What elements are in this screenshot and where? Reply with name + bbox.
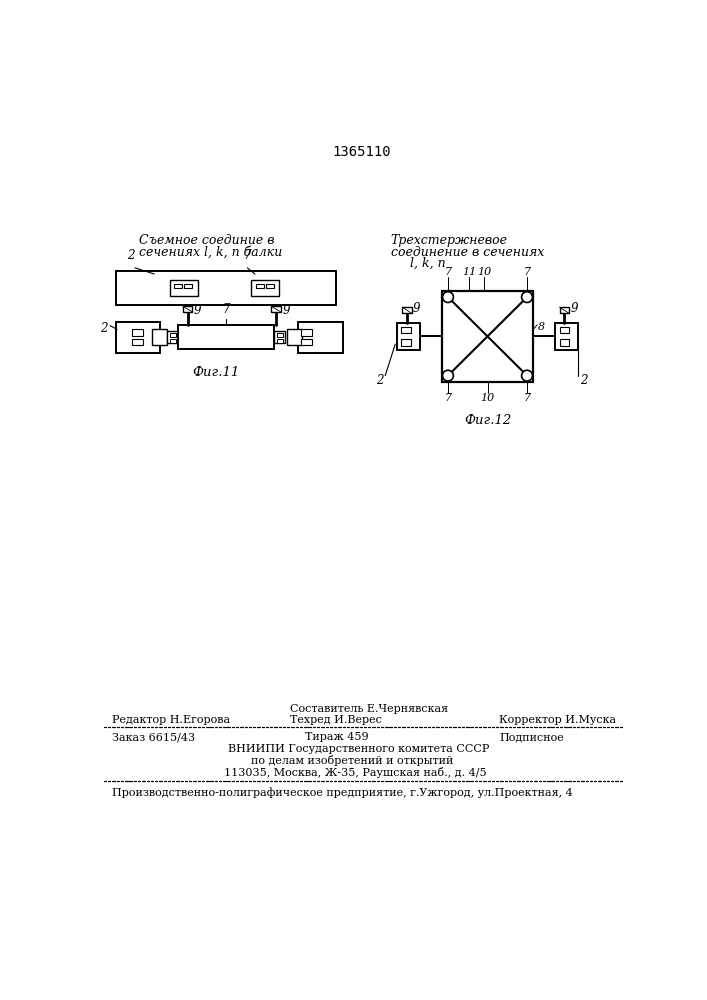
Text: Подписное: Подписное — [499, 732, 564, 742]
Text: соединение в сечениях: соединение в сечениях — [391, 246, 544, 259]
Text: l, k, п: l, k, п — [410, 257, 445, 270]
Text: Корректор И.Муска: Корректор И.Муска — [499, 715, 617, 725]
Circle shape — [443, 292, 453, 302]
Text: 2: 2 — [100, 322, 107, 335]
Text: 2: 2 — [127, 249, 135, 262]
Text: Фиг.11: Фиг.11 — [192, 366, 240, 379]
Text: 7: 7 — [223, 303, 230, 316]
Text: ВНИИПИ Государственного комитета СССР: ВНИИПИ Государственного комитета СССР — [228, 744, 489, 754]
Text: сечениях l, k, п балки: сечениях l, k, п балки — [139, 246, 282, 259]
Text: 7: 7 — [445, 267, 452, 277]
Text: 9: 9 — [194, 304, 201, 317]
Bar — [170, 280, 198, 296]
Bar — [256, 284, 264, 288]
Bar — [300, 329, 312, 336]
Text: 11: 11 — [462, 267, 476, 277]
Text: Производственно-полиграфическое предприятие, г.Ужгород, ул.Проектная, 4: Производственно-полиграфическое предприя… — [112, 787, 573, 798]
Bar — [402, 307, 411, 313]
Bar — [300, 339, 312, 345]
Circle shape — [522, 292, 532, 302]
Bar — [287, 329, 303, 345]
Bar — [402, 339, 411, 346]
Bar — [276, 339, 283, 343]
Bar — [276, 333, 283, 337]
Text: Составитель Е.Чернявская: Составитель Е.Чернявская — [290, 704, 448, 714]
Bar — [168, 331, 178, 343]
Text: 9: 9 — [413, 302, 421, 315]
Circle shape — [522, 370, 532, 381]
Text: 7: 7 — [445, 393, 452, 403]
Circle shape — [443, 370, 453, 381]
Text: Фиг.12: Фиг.12 — [464, 414, 511, 427]
Text: 2: 2 — [580, 374, 588, 387]
Text: Тираж 459: Тираж 459 — [305, 732, 369, 742]
Text: Съемное соединие в: Съемное соединие в — [139, 234, 274, 247]
Text: 10: 10 — [480, 393, 495, 403]
Bar — [115, 322, 160, 353]
Bar — [185, 284, 192, 288]
Bar — [397, 323, 420, 350]
Text: Техред И.Верес: Техред И.Верес — [290, 715, 382, 725]
Text: 113035, Москва, Ж-35, Раушская наб., д. 4/5: 113035, Москва, Ж-35, Раушская наб., д. … — [224, 767, 486, 778]
Text: 10: 10 — [477, 267, 491, 277]
Bar — [266, 284, 274, 288]
Bar — [559, 307, 569, 313]
Bar — [132, 339, 143, 345]
Bar — [442, 291, 533, 382]
Bar — [152, 329, 168, 345]
Text: Трехстержневое: Трехстержневое — [391, 234, 508, 247]
Bar — [274, 331, 285, 343]
Text: Заказ 6615/43: Заказ 6615/43 — [112, 732, 194, 742]
Bar — [555, 323, 578, 350]
Bar — [132, 329, 143, 336]
Bar — [183, 306, 192, 312]
Bar — [251, 280, 279, 296]
Text: 2: 2 — [376, 374, 384, 387]
Bar — [175, 284, 182, 288]
Text: 9: 9 — [282, 304, 290, 317]
Bar — [559, 339, 569, 346]
Text: 7: 7 — [523, 267, 530, 277]
Bar — [559, 327, 569, 333]
Text: Редактор Н.Егорова: Редактор Н.Егорова — [112, 715, 230, 725]
Text: 8: 8 — [538, 322, 545, 332]
Text: 9: 9 — [571, 302, 578, 315]
Bar — [115, 271, 337, 305]
Text: 1365110: 1365110 — [332, 145, 391, 159]
Text: 7: 7 — [243, 249, 251, 262]
Bar — [298, 322, 343, 353]
Bar — [271, 306, 281, 312]
Bar — [170, 333, 176, 337]
Bar — [170, 339, 176, 343]
Bar — [402, 327, 411, 333]
Text: 7: 7 — [523, 393, 530, 403]
Text: по делам изобретений и открытий: по делам изобретений и открытий — [251, 755, 453, 766]
Bar — [178, 325, 274, 349]
